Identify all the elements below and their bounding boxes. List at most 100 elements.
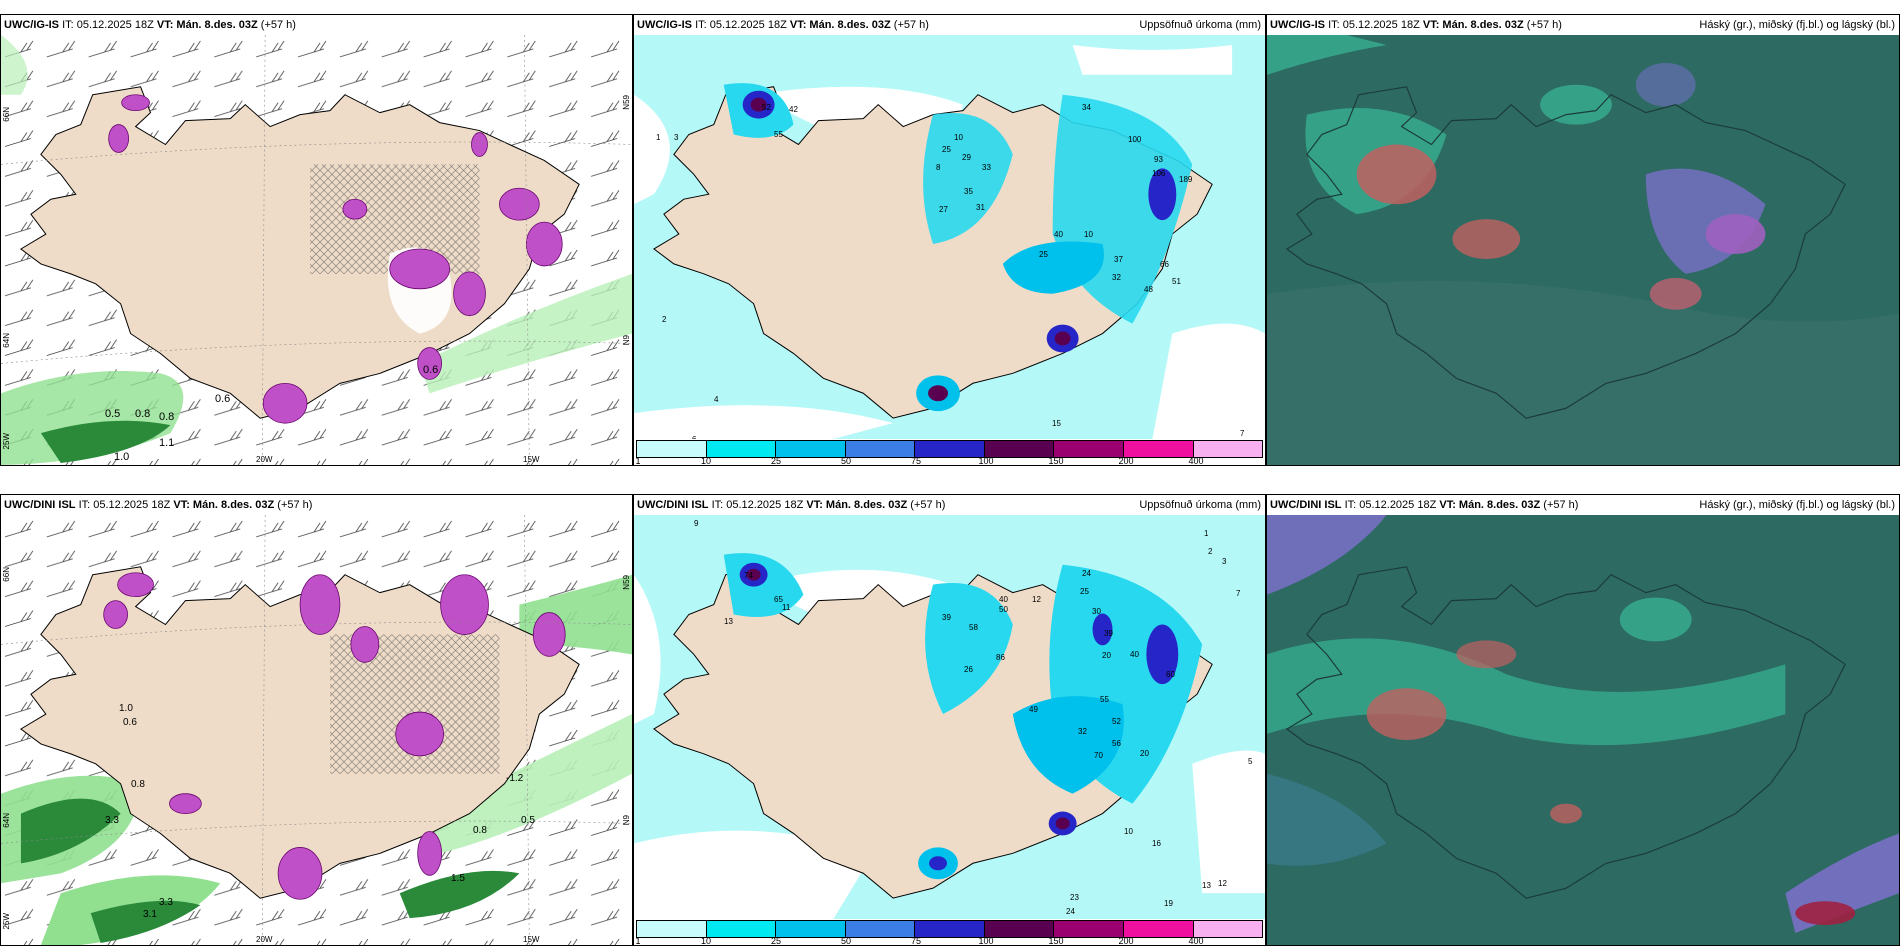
colorbar-tick: 100 [978,936,994,946]
precip-value-label: 32 [1112,273,1121,282]
precip-value-label: 2 [1208,547,1213,556]
colorbar-tick: 200 [1118,936,1134,946]
panel-top-left-wind: UWC/IG-IS IT: 05.12.2025 18Z VT: Mán. 8.… [0,14,633,466]
precip-value-label: 15 [1052,419,1061,428]
colorbar-swatch [1054,921,1124,937]
panel-top-middle-precip: UWC/IG-IS IT: 05.12.2025 18Z VT: Mán. 8.… [633,14,1266,466]
colorbar-swatch [1054,441,1124,457]
precip-value-label: 39 [1104,629,1113,638]
precip-colorbar: 1 10 25 50 75 100 150 200 400 [634,919,1265,945]
colorbar-swatch [984,921,1055,937]
colorbar-swatches [636,440,1263,458]
colorbar-tick: 50 [840,456,852,466]
axis-label-lat: 25W [2,433,11,450]
axis-label-right: N59 [622,95,631,110]
colorbar-tick: 200 [1118,456,1134,466]
precip-value-label: 49 [1029,705,1038,714]
wind-value-label: 0.6 [215,393,231,405]
precip-value-label: 13 [1202,881,1211,890]
precip-value-label: 51 [1172,277,1181,286]
axis-label-right: N9 [622,335,631,346]
iceland-outline [1285,566,1846,899]
panel-top-right-clouds: UWC/IG-IS IT: 05.12.2025 18Z VT: Mán. 8.… [1266,14,1900,466]
axis-label-lat: 64N [2,333,11,348]
colorbar-tick: 100 [978,456,994,466]
colorbar-swatch [706,441,777,457]
colorbar-swatch [1193,441,1263,457]
precip-value-label: 25 [1039,250,1048,259]
precip-value-label: 10 [1084,230,1093,239]
precip-value-label: 52 [762,103,771,112]
precip-value-label: 5 [1248,757,1253,766]
colorbar-tick: 400 [1188,456,1204,466]
iceland-outline [1285,86,1846,419]
wind-value-label: 1.5 [451,873,465,884]
precip-value-label: 13 [724,617,733,626]
precip-value-label: 8 [936,163,941,172]
precip-value-label: 65 [774,595,783,604]
wind-map [1,35,632,465]
panel-bottom-middle-precip: UWC/DINI ISL IT: 05.12.2025 18Z VT: Mán.… [633,494,1266,946]
precip-value-label: 40 [1054,230,1063,239]
precip-value-label: 70 [1094,751,1103,760]
panel-header: UWC/DINI ISL IT: 05.12.2025 18Z VT: Mán.… [634,495,1265,515]
axis-label-right: N9 [622,815,631,826]
cloud-map [1267,35,1899,465]
precip-value-label: 25 [942,145,951,154]
axis-label-right: N59 [622,575,631,590]
colorbar-tick: 50 [840,936,852,946]
precip-value-label: 55 [1100,695,1109,704]
colorbar-tick: 150 [1048,456,1064,466]
precip-value-label: 2 [662,315,667,324]
wind-value-label: 1.0 [114,451,130,463]
precip-value-label: 10 [954,133,963,142]
axis-label-lat: 64N [2,813,11,828]
wind-value-label: -1.2 [506,773,524,784]
panel-header: UWC/IG-IS IT: 05.12.2025 18Z VT: Mán. 8.… [634,15,1265,35]
precip-value-label: 23 [1070,893,1079,902]
precip-value-label: 35 [964,187,973,196]
precip-value-label: 12 [1032,595,1041,604]
precip-value-label: 7 [1236,589,1241,598]
axis-label-lon: 15W [523,935,540,944]
precip-value-label: 1 [656,133,661,142]
panel-header: UWC/DINI ISL IT: 05.12.2025 18Z VT: Mán.… [1,495,632,515]
precip-value-label: 1 [1204,529,1209,538]
wind-value-label: 1.1 [159,437,175,449]
colorbar-swatch [637,921,707,937]
colorbar-tick: 75 [910,936,922,946]
colorbar-swatch [776,921,846,937]
precip-value-label: 52 [1112,717,1121,726]
precip-value-label: 56 [1112,739,1121,748]
precip-value-label: 39 [942,613,951,622]
colorbar-tick: 25 [770,936,782,946]
precip-value-label: 66 [1160,260,1169,269]
precip-value-label: 33 [982,163,991,172]
precip-value-label: 40 [999,595,1008,604]
wind-value-label: 0.8 [473,825,487,836]
precip-value-label: 58 [969,623,978,632]
panel-title: Háský (gr.), miðský (fj.bl.) og lágský (… [1699,499,1895,511]
wind-value-label: 3.3 [159,897,173,908]
precip-value-label: 20 [1140,749,1149,758]
wind-value-label: 0.8 [159,411,175,423]
precip-colorbar: 1 10 25 50 75 100 150 200 400 [634,439,1265,465]
precip-value-label: 20 [1102,651,1111,660]
precip-value-label: 74 [744,571,753,580]
colorbar-swatch [1123,441,1194,457]
colorbar-swatch [984,441,1055,457]
wind-map [1,515,632,945]
precip-cells [103,572,566,900]
axis-label-lat: 66N [2,107,11,122]
precip-map [634,35,1265,439]
panel-header: UWC/IG-IS IT: 05.12.2025 18Z VT: Mán. 8.… [1,15,632,35]
colorbar-swatch [637,441,707,457]
precip-value-label: 10 [1124,827,1133,836]
panel-header: UWC/IG-IS IT: 05.12.2025 18Z VT: Mán. 8.… [1267,15,1899,35]
wind-value-label: 0.8 [131,779,145,790]
precip-value-label: 4 [714,395,719,404]
precip-value-label: 16 [1152,839,1161,848]
precip-value-label: 60 [1166,670,1175,679]
colorbar-swatch [845,441,916,457]
colorbar-tick: 1 [635,456,641,466]
